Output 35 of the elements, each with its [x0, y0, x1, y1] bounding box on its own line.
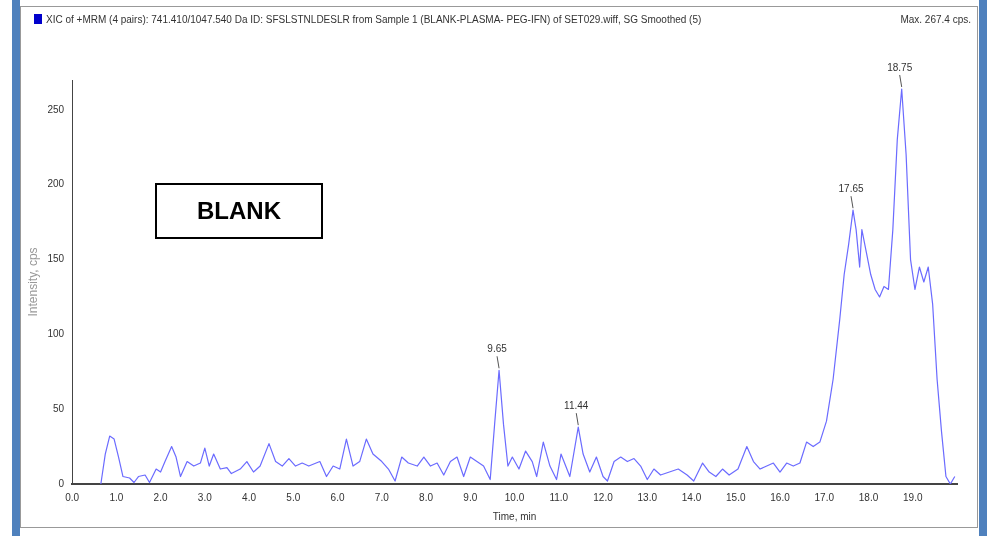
- y-tick-label: 50: [52, 402, 65, 414]
- x-tick-label: 18.0: [858, 491, 879, 503]
- x-tick-label: 8.0: [419, 491, 434, 503]
- chart-title: XIC of +MRM (4 pairs): 741.410/1047.540 Da ID: SFSLSTNLDESLR from Sample 1 (BLANK-PLASMA- PEG-IFN) of SET029.wiff, SG Smoothed (5): [46, 14, 702, 25]
- x-tick-label: 2.0: [153, 491, 168, 503]
- x-tick-label: 6.0: [330, 491, 345, 503]
- y-tick-label: 200: [47, 178, 65, 190]
- x-tick-label: 17.0: [814, 491, 835, 503]
- x-tick-label: 7.0: [374, 491, 390, 503]
- x-tick-label: 9.0: [463, 491, 478, 503]
- x-tick-label: 1.0: [109, 491, 124, 503]
- y-tick-label: 100: [47, 328, 65, 340]
- x-tick-label: 15.0: [726, 491, 746, 503]
- x-tick-label: 4.0: [242, 491, 257, 503]
- x-tick-label: 11.0: [549, 491, 569, 503]
- x-tick-label: 13.0: [637, 491, 658, 503]
- x-tick-label: 12.0: [593, 491, 614, 503]
- y-tick-label: 150: [47, 253, 65, 265]
- annotation: 9.65: [487, 343, 508, 355]
- annotation: 18.75: [887, 61, 913, 73]
- x-tick-label: 16.0: [770, 491, 791, 503]
- y-axis-title: Intensity, cps: [25, 247, 40, 317]
- x-tick-label: 19.0: [903, 491, 923, 503]
- annotation: 11.44: [564, 400, 589, 412]
- x-tick-label: 3.0: [197, 491, 213, 503]
- x-tick-label: 5.0: [286, 491, 301, 503]
- x-tick-label: 14.0: [681, 491, 702, 503]
- annotation: BLANK: [155, 183, 323, 239]
- x-tick-label: 0.0: [65, 491, 80, 503]
- text: Max. 267.4 cps.: [900, 14, 971, 25]
- annotation: 17.65: [838, 183, 864, 195]
- y-tick-label: 250: [47, 103, 65, 115]
- y-tick-label: 0: [58, 477, 65, 489]
- x-tick-label: 10.0: [504, 491, 525, 503]
- x-axis-title: Time, min: [492, 510, 537, 522]
